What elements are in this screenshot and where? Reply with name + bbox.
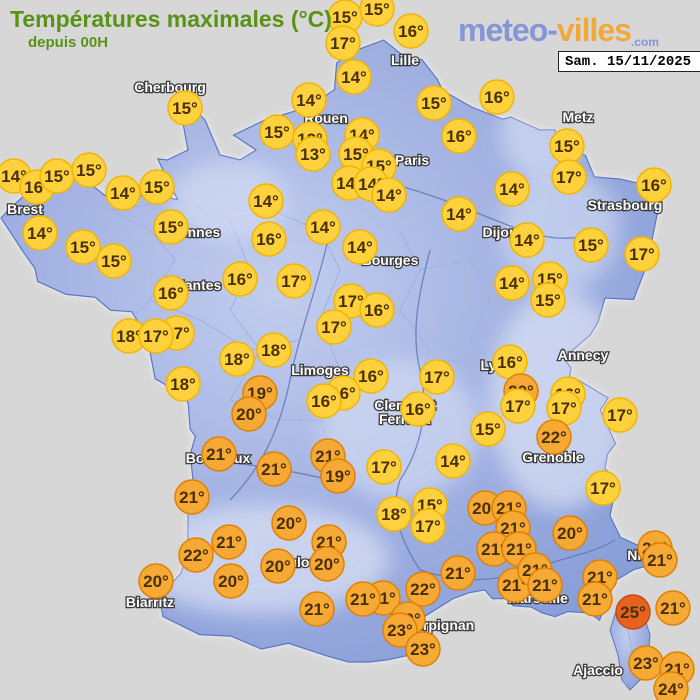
svg-text:15°: 15°	[44, 167, 70, 186]
svg-text:14°: 14°	[499, 274, 525, 293]
svg-text:18°: 18°	[261, 341, 287, 360]
svg-text:22°: 22°	[410, 580, 436, 599]
svg-text:17°: 17°	[321, 318, 347, 337]
svg-text:14°: 14°	[27, 224, 53, 243]
svg-text:14°: 14°	[440, 452, 466, 471]
svg-text:21°: 21°	[216, 533, 242, 552]
svg-text:17°: 17°	[505, 397, 531, 416]
svg-text:Ajaccio: Ajaccio	[573, 662, 623, 678]
svg-text:17°: 17°	[415, 517, 441, 536]
svg-text:14°: 14°	[110, 184, 136, 203]
svg-text:21°: 21°	[206, 445, 232, 464]
svg-text:14°: 14°	[499, 180, 525, 199]
svg-text:22°: 22°	[183, 546, 209, 565]
svg-text:17°: 17°	[590, 479, 616, 498]
svg-text:23°: 23°	[633, 654, 659, 673]
svg-text:17°: 17°	[607, 406, 633, 425]
svg-text:17°: 17°	[143, 327, 169, 346]
svg-text:18°: 18°	[116, 327, 142, 346]
svg-text:17°: 17°	[629, 245, 655, 264]
svg-text:18°: 18°	[381, 505, 407, 524]
svg-text:20°: 20°	[314, 555, 340, 574]
svg-text:15°: 15°	[578, 236, 604, 255]
svg-text:16°: 16°	[311, 392, 337, 411]
svg-text:20°: 20°	[276, 514, 302, 533]
svg-text:16°: 16°	[405, 400, 431, 419]
svg-text:17°: 17°	[424, 368, 450, 387]
svg-text:16°: 16°	[256, 230, 282, 249]
svg-text:18°: 18°	[170, 375, 196, 394]
svg-text:15°: 15°	[101, 252, 127, 271]
svg-text:13°: 13°	[300, 145, 326, 164]
svg-text:14°: 14°	[376, 186, 402, 205]
svg-text:14°: 14°	[514, 231, 540, 250]
svg-text:16°: 16°	[497, 353, 523, 372]
svg-text:14°: 14°	[446, 205, 472, 224]
svg-text:21°: 21°	[647, 551, 673, 570]
svg-text:17°: 17°	[556, 168, 582, 187]
svg-text:22°: 22°	[541, 428, 567, 447]
svg-text:14°: 14°	[347, 238, 373, 257]
svg-text:20°: 20°	[557, 524, 583, 543]
svg-text:16°: 16°	[358, 367, 384, 386]
svg-text:23°: 23°	[410, 640, 436, 659]
svg-text:Metz: Metz	[562, 109, 593, 125]
svg-text:21°: 21°	[532, 576, 558, 595]
svg-text:17°: 17°	[330, 34, 356, 53]
svg-text:15°: 15°	[535, 291, 561, 310]
svg-text:18°: 18°	[224, 350, 250, 369]
svg-text:16°: 16°	[446, 127, 472, 146]
svg-text:15°: 15°	[332, 8, 358, 27]
svg-text:20°: 20°	[143, 572, 169, 591]
svg-text:21°: 21°	[445, 564, 471, 583]
svg-text:21°: 21°	[179, 488, 205, 507]
svg-text:14°: 14°	[310, 218, 336, 237]
svg-text:15°: 15°	[70, 238, 96, 257]
svg-text:23°: 23°	[387, 621, 413, 640]
svg-text:14°: 14°	[296, 91, 322, 110]
svg-text:15°: 15°	[421, 94, 447, 113]
svg-text:15°: 15°	[475, 420, 501, 439]
svg-text:24°: 24°	[658, 680, 684, 699]
svg-text:Lille: Lille	[391, 52, 419, 68]
svg-text:20°: 20°	[265, 557, 291, 576]
svg-text:19°: 19°	[325, 467, 351, 486]
svg-text:16°: 16°	[398, 22, 424, 41]
svg-text:15°: 15°	[158, 218, 184, 237]
svg-text:16°: 16°	[484, 88, 510, 107]
svg-text:16°: 16°	[364, 301, 390, 320]
svg-text:Cherbourg: Cherbourg	[134, 79, 206, 95]
svg-text:15°: 15°	[554, 137, 580, 156]
svg-text:15°: 15°	[172, 99, 198, 118]
svg-text:21°: 21°	[304, 600, 330, 619]
svg-text:14°: 14°	[253, 192, 279, 211]
svg-text:17°: 17°	[281, 272, 307, 291]
svg-text:16°: 16°	[641, 176, 667, 195]
svg-text:14°: 14°	[341, 68, 367, 87]
svg-text:21°: 21°	[350, 590, 376, 609]
svg-text:21°: 21°	[261, 460, 287, 479]
svg-text:16°: 16°	[158, 284, 184, 303]
svg-text:20°: 20°	[218, 572, 244, 591]
svg-text:20°: 20°	[236, 405, 262, 424]
svg-text:21°: 21°	[660, 599, 686, 618]
svg-text:15°: 15°	[264, 123, 290, 142]
svg-text:Annecy: Annecy	[558, 347, 609, 363]
svg-text:17°: 17°	[371, 458, 397, 477]
svg-text:15°: 15°	[144, 178, 170, 197]
svg-text:15°: 15°	[76, 161, 102, 180]
svg-text:25°: 25°	[620, 603, 646, 622]
svg-text:21°: 21°	[582, 590, 608, 609]
svg-text:17°: 17°	[551, 399, 577, 418]
svg-text:16°: 16°	[227, 270, 253, 289]
svg-text:15°: 15°	[364, 0, 390, 19]
svg-text:Paris: Paris	[395, 152, 429, 168]
